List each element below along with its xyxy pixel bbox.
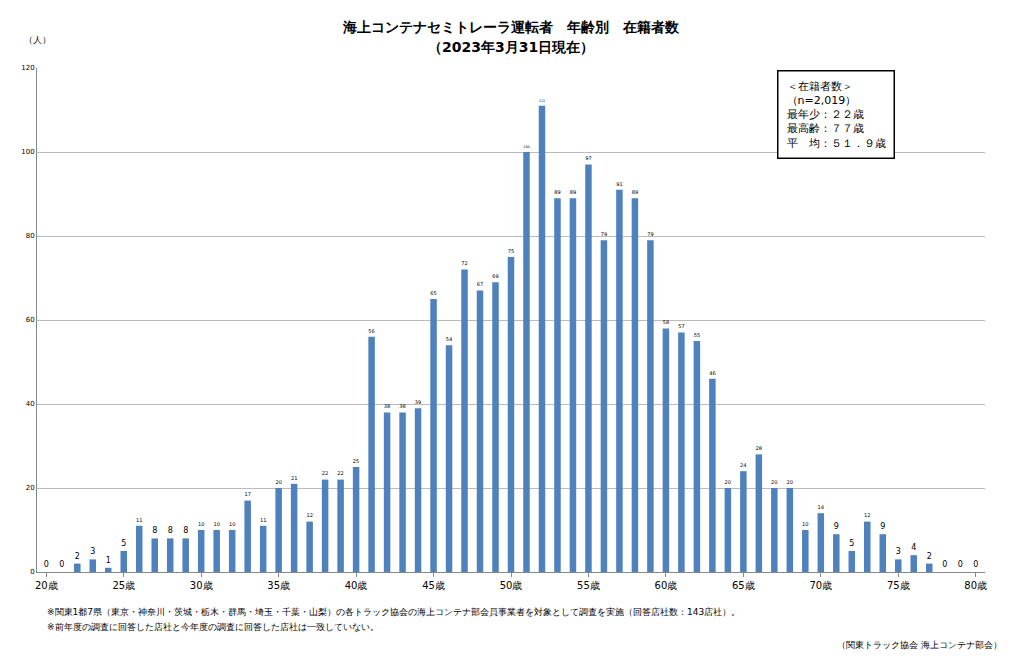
svg-text:22: 22 (337, 470, 344, 476)
svg-text:10: 10 (213, 521, 220, 527)
svg-text:（2023年3月31日現在）: （2023年3月31日現在） (428, 39, 594, 55)
svg-text:55: 55 (694, 332, 701, 338)
svg-text:21: 21 (291, 475, 298, 481)
svg-text:＜在籍者数＞（n=2,019）最年少：２２歳最高齢：７７歳平: ＜在籍者数＞（n=2,019）最年少：２２歳最高齢：７７歳平 均：５１．９歳 (787, 80, 886, 150)
svg-text:40歳: 40歳 (345, 580, 368, 591)
svg-text:20: 20 (26, 484, 35, 492)
svg-text:89: 89 (554, 189, 560, 195)
svg-text:67: 67 (477, 281, 483, 287)
svg-text:89: 89 (632, 189, 638, 195)
svg-text:20: 20 (771, 479, 778, 485)
svg-text:120: 120 (21, 64, 34, 72)
svg-text:22: 22 (322, 470, 329, 476)
svg-text:10: 10 (229, 521, 236, 527)
svg-text:（関東トラック協会 海上コンテナ部会）: （関東トラック協会 海上コンテナ部会） (837, 640, 1002, 650)
svg-text:5: 5 (849, 539, 854, 548)
svg-text:0: 0 (59, 560, 64, 569)
svg-text:海上コンテナセミトレーラ運転者 年齢別 在籍者数: 海上コンテナセミトレーラ運転者 年齢別 在籍者数 (342, 19, 680, 35)
svg-text:0: 0 (942, 560, 947, 569)
svg-text:12: 12 (864, 512, 871, 518)
svg-text:35歳: 35歳 (267, 580, 290, 591)
svg-text:70歳: 70歳 (809, 580, 832, 591)
svg-text:55歳: 55歳 (577, 580, 600, 591)
svg-text:11: 11 (136, 517, 143, 523)
svg-text:72: 72 (461, 260, 467, 266)
svg-text:56: 56 (368, 328, 374, 334)
svg-text:89: 89 (570, 189, 576, 195)
svg-text:57: 57 (678, 323, 685, 329)
svg-text:60歳: 60歳 (655, 580, 678, 591)
svg-text:20: 20 (787, 479, 794, 485)
svg-text:45歳: 45歳 (422, 580, 445, 591)
svg-text:3: 3 (896, 547, 901, 556)
svg-text:91: 91 (616, 181, 622, 187)
svg-text:80歳: 80歳 (964, 580, 987, 591)
svg-text:50歳: 50歳 (500, 580, 523, 591)
svg-text:10: 10 (198, 521, 205, 527)
svg-text:58: 58 (663, 319, 669, 325)
svg-text:80: 80 (26, 232, 35, 240)
svg-text:0: 0 (973, 560, 978, 569)
svg-text:60: 60 (26, 316, 35, 324)
svg-text:97: 97 (585, 155, 591, 161)
svg-text:※関東1都7県（東京・神奈川・茨城・栃木・群馬・埼玉・千葉・: ※関東1都7県（東京・神奈川・茨城・栃木・群馬・埼玉・千葉・山梨）の各トラック協… (47, 607, 740, 617)
svg-text:9: 9 (880, 522, 885, 531)
svg-text:5: 5 (121, 539, 126, 548)
svg-text:0: 0 (958, 560, 963, 569)
svg-text:39: 39 (415, 399, 421, 405)
svg-text:65: 65 (430, 290, 436, 296)
svg-text:（人）: （人） (24, 35, 51, 45)
svg-text:30歳: 30歳 (190, 580, 213, 591)
svg-text:4: 4 (911, 543, 916, 552)
svg-text:8: 8 (183, 526, 188, 535)
svg-text:25歳: 25歳 (112, 580, 135, 591)
svg-text:0: 0 (44, 560, 49, 569)
svg-text:24: 24 (740, 462, 747, 468)
svg-text:8: 8 (152, 526, 157, 535)
svg-text:65歳: 65歳 (732, 580, 755, 591)
svg-text:38: 38 (399, 403, 405, 409)
svg-text:17: 17 (244, 491, 251, 497)
svg-text:0: 0 (30, 568, 34, 576)
svg-text:100: 100 (523, 145, 529, 149)
svg-text:10: 10 (802, 521, 809, 527)
svg-text:75: 75 (508, 248, 514, 254)
svg-text:69: 69 (492, 273, 498, 279)
svg-text:20: 20 (725, 479, 732, 485)
svg-text:9: 9 (834, 522, 839, 531)
svg-text:12: 12 (306, 512, 313, 518)
svg-text:75歳: 75歳 (887, 580, 910, 591)
svg-text:8: 8 (168, 526, 173, 535)
svg-text:54: 54 (446, 336, 452, 342)
svg-text:79: 79 (647, 231, 653, 237)
svg-text:1: 1 (106, 556, 111, 565)
svg-text:14: 14 (818, 504, 825, 510)
svg-text:※前年度の調査に回答した店社と今年度の調査に回答した店社は一: ※前年度の調査に回答した店社と今年度の調査に回答した店社は一致していない。 (47, 622, 379, 632)
svg-text:2: 2 (927, 552, 932, 561)
svg-text:20: 20 (275, 479, 282, 485)
svg-text:111: 111 (539, 99, 545, 103)
svg-text:100: 100 (21, 148, 34, 156)
svg-text:25: 25 (353, 458, 359, 464)
svg-text:3: 3 (90, 547, 95, 556)
svg-text:20歳: 20歳 (35, 580, 58, 591)
svg-text:28: 28 (756, 445, 763, 451)
svg-text:38: 38 (384, 403, 390, 409)
svg-text:46: 46 (709, 370, 716, 376)
svg-text:2: 2 (75, 552, 80, 561)
svg-text:11: 11 (260, 517, 267, 523)
svg-text:79: 79 (601, 231, 607, 237)
svg-text:40: 40 (26, 400, 35, 408)
